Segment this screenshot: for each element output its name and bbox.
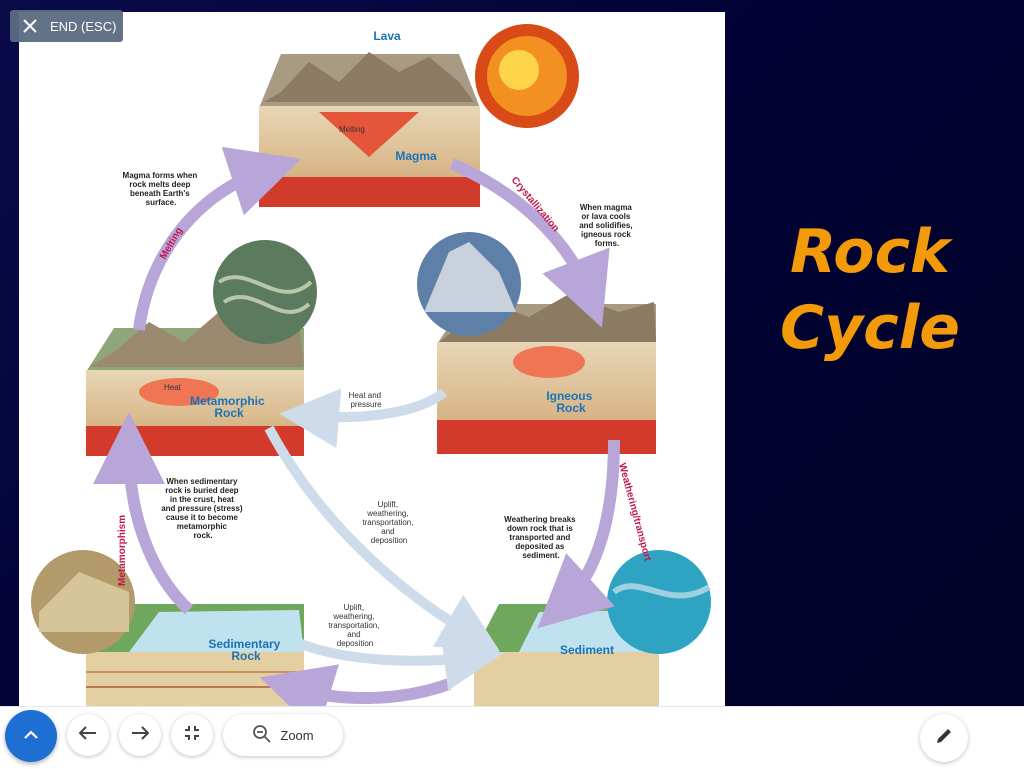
weathering-arrow bbox=[537, 439, 620, 629]
metamorphic-photo bbox=[213, 240, 317, 344]
heat-pressure-label: Heat and pressure bbox=[349, 391, 384, 409]
metamorphism-arrow bbox=[93, 412, 194, 615]
slide-stage: Lava Melting Magma Magma forms when rock… bbox=[10, 10, 980, 706]
metamorphism-arrow-label: Metamorphism bbox=[117, 515, 128, 586]
zoom-button[interactable]: Zoom bbox=[223, 714, 343, 756]
end-button-label: END (ESC) bbox=[50, 18, 117, 34]
title-line-2: Cycle bbox=[780, 293, 960, 363]
magma-note: Magma forms when rock melts deep beneath… bbox=[123, 171, 200, 207]
igneous-rock-label: Igneous Rock bbox=[546, 389, 595, 415]
crystallization-arrow bbox=[449, 158, 610, 328]
uplift-bottom-arrow bbox=[299, 631, 504, 691]
chevron-up-icon bbox=[23, 727, 39, 745]
exit-fullscreen-button[interactable] bbox=[171, 714, 213, 756]
arrow-left-icon bbox=[78, 725, 97, 745]
close-icon bbox=[10, 19, 50, 33]
previous-slide-button[interactable] bbox=[67, 714, 109, 756]
crystallization-note: When magma or lava cools and solidifies,… bbox=[579, 203, 635, 248]
zoom-label: Zoom bbox=[280, 727, 314, 743]
weathering-arrow-label: Weathering/transport bbox=[616, 462, 653, 563]
pencil-icon bbox=[934, 726, 954, 751]
title-line-1: Rock bbox=[790, 217, 950, 287]
weathering-note: Weathering breaks down rock that is tran… bbox=[504, 515, 578, 560]
expand-menu-button[interactable] bbox=[5, 710, 57, 762]
uplift-center-arrow bbox=[264, 425, 500, 652]
bottom-return-arrow bbox=[259, 664, 452, 706]
lava-label: Lava bbox=[373, 29, 401, 43]
melting-arrow-label: Melting bbox=[158, 226, 185, 262]
sediment-label: Sediment bbox=[560, 643, 614, 657]
sedimentary-rock-label: Sedimentary Rock bbox=[208, 637, 283, 663]
slide-title: Rock Cycle bbox=[760, 214, 980, 366]
metamorphic-rock-label: Metamorphic Rock bbox=[190, 394, 268, 420]
heat-pressure-arrow bbox=[279, 388, 448, 449]
melting-arrow bbox=[133, 146, 302, 331]
arrow-right-icon bbox=[131, 725, 150, 745]
annotate-pen-button[interactable] bbox=[920, 714, 968, 762]
magma-block bbox=[259, 52, 480, 207]
uplift-center-label: Uplift, weathering, transportation, and … bbox=[362, 500, 415, 545]
collapse-icon bbox=[184, 725, 200, 746]
zoom-out-icon bbox=[252, 724, 272, 747]
sediment-photo bbox=[607, 550, 711, 654]
melting-small-label: Melting bbox=[339, 125, 365, 134]
magma-label: Magma bbox=[395, 149, 437, 163]
next-slide-button[interactable] bbox=[119, 714, 161, 756]
presentation-toolbar bbox=[0, 706, 1024, 769]
rock-cycle-diagram: Lava Melting Magma Magma forms when rock… bbox=[19, 12, 725, 706]
heat-small-label: Heat bbox=[164, 383, 182, 392]
uplift-bottom-label: Uplift, weathering, transportation, and … bbox=[328, 603, 381, 648]
end-slideshow-button[interactable]: END (ESC) bbox=[10, 10, 123, 42]
sedimentary-note: When sedimentary rock is buried deep in … bbox=[161, 477, 245, 540]
